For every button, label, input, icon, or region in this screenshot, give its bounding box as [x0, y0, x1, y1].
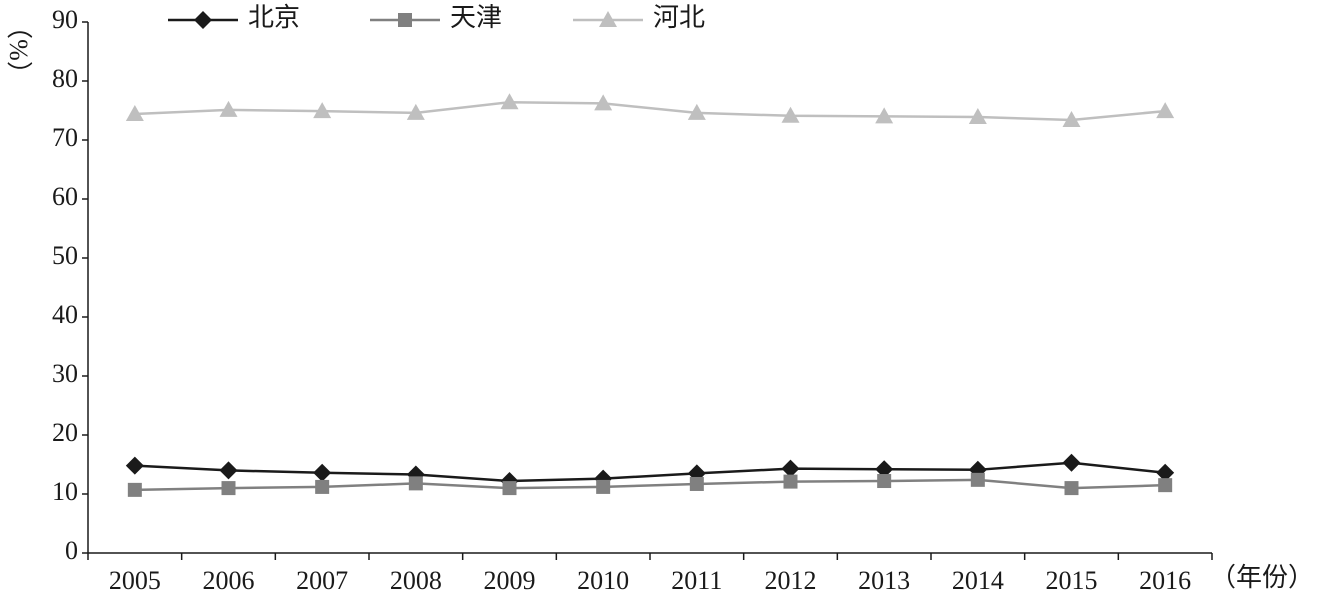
data-point: [875, 460, 894, 479]
data-point: [596, 479, 611, 494]
legend-marker: [194, 11, 212, 29]
y-tick-label: 50: [52, 241, 78, 270]
data-point: [502, 481, 517, 496]
data-point: [687, 103, 706, 120]
legend-label: 河北: [653, 3, 705, 32]
x-tick-label: 2007: [296, 566, 348, 595]
data-point: [315, 479, 330, 494]
legend-label: 天津: [450, 3, 502, 32]
data-point: [125, 456, 144, 475]
x-tick-label: 2013: [858, 566, 910, 595]
data-point: [783, 474, 798, 489]
data-point: [500, 93, 519, 110]
y-tick-label: 80: [52, 64, 78, 93]
x-tick-label: 2006: [203, 566, 255, 595]
y-tick-label: 0: [65, 536, 78, 565]
series-line: [134, 100, 1166, 122]
legend-marker: [398, 13, 412, 27]
data-point: [781, 459, 800, 478]
x-tick-label: 2005: [109, 566, 161, 595]
y-tick-label: 70: [52, 123, 78, 152]
series-line: [134, 461, 1166, 483]
data-point: [125, 105, 144, 122]
data-point: [594, 94, 613, 111]
x-tick-label: 2008: [390, 566, 442, 595]
data-point: [1158, 478, 1173, 493]
data-point: [219, 100, 238, 117]
x-tick-label: 2014: [952, 566, 1004, 595]
x-axis-label: （年份）: [1210, 563, 1314, 592]
data-point: [219, 461, 238, 480]
data-point: [1062, 110, 1081, 127]
y-tick-label: 90: [52, 5, 78, 34]
data-point: [127, 482, 142, 497]
y-axis-label: （%）: [4, 13, 33, 87]
y-tick-label: 20: [52, 418, 78, 447]
x-tick-label: 2012: [765, 566, 817, 595]
y-tick-label: 10: [52, 477, 78, 506]
x-tick-label: 2015: [1046, 566, 1098, 595]
x-tick-label: 2011: [671, 566, 722, 595]
y-tick-label: 30: [52, 359, 78, 388]
data-point: [406, 103, 425, 120]
data-point: [1064, 481, 1079, 496]
data-point: [1156, 463, 1175, 482]
data-point: [408, 476, 423, 491]
data-point: [313, 463, 332, 482]
data-point: [689, 476, 704, 491]
data-point: [877, 474, 892, 489]
legend-marker: [599, 11, 617, 27]
y-tick-label: 60: [52, 182, 78, 211]
data-point: [221, 481, 236, 496]
x-tick-label: 2009: [484, 566, 536, 595]
data-point: [781, 106, 800, 123]
x-tick-label: 2016: [1139, 566, 1191, 595]
data-point: [1156, 102, 1175, 119]
data-point: [968, 107, 987, 124]
series-line: [134, 478, 1166, 492]
data-point: [313, 102, 332, 119]
data-point: [875, 107, 894, 124]
data-point: [970, 472, 985, 487]
y-tick-label: 40: [52, 300, 78, 329]
x-tick-label: 2010: [577, 566, 629, 595]
data-point: [1062, 453, 1081, 472]
legend-label: 北京: [248, 3, 300, 32]
